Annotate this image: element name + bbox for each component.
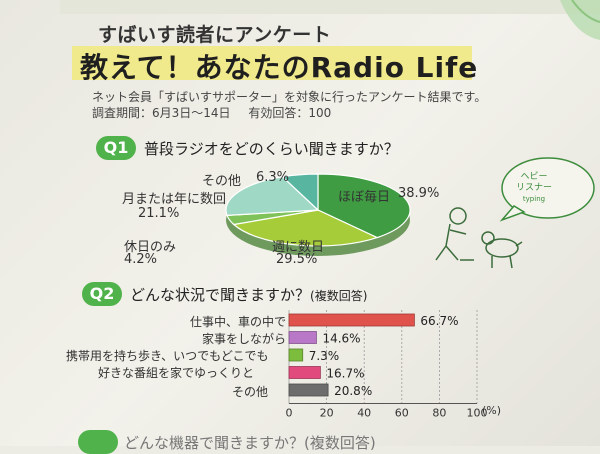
pie-label-holiday: 休日のみ bbox=[124, 240, 177, 255]
pie-label-weekly: 週に数日 bbox=[272, 240, 325, 255]
bar-value-work-car: 66.7% bbox=[420, 314, 458, 328]
survey-responses: 有効回答：100 bbox=[248, 106, 332, 120]
survey-info: 調査期間：6月3日〜14日 有効回答：100 bbox=[92, 104, 345, 121]
pie-label-other: その他 bbox=[202, 174, 242, 189]
bar-tick-label: 20 bbox=[320, 407, 334, 420]
bar-other bbox=[288, 383, 329, 397]
bar-label-work-car: 仕事中、車の中で bbox=[190, 315, 287, 329]
pie-label-daily: ほぼ毎日 bbox=[338, 190, 391, 205]
bar-tick-label: 0 bbox=[286, 407, 293, 420]
bar-axis-unit: (%) bbox=[482, 404, 502, 417]
survey-period: 調査期間：6月3日〜14日 bbox=[92, 106, 231, 120]
pie-slice-daily bbox=[317, 173, 411, 239]
bar-label-housework: 家事をしながら bbox=[202, 332, 287, 346]
bubble-line-1: ヘビー bbox=[520, 172, 548, 182]
bar-value-favorite-home: 16.7% bbox=[326, 367, 364, 381]
decor-leaf-icon bbox=[560, 0, 600, 40]
bar-ticks: 0 20 40 60 80 100 bbox=[286, 407, 488, 420]
q2-note: (複数回答) bbox=[310, 289, 368, 303]
pie-value-holiday: 4.2% bbox=[124, 252, 158, 267]
kicker-title: すばいす読者にアンケート bbox=[98, 24, 332, 46]
bar-tick-label: 80 bbox=[432, 407, 446, 420]
bar-marks: 66.7% 14.6% 7.3% 16.7% 20.8% bbox=[288, 313, 459, 398]
pie-slice-monthly bbox=[225, 176, 320, 217]
bar-tick-label: 40 bbox=[357, 407, 371, 420]
q2-question: どんな状況で聞きますか？(複数回答) bbox=[130, 284, 367, 305]
top-band bbox=[60, 0, 600, 14]
headline-highlight bbox=[72, 46, 472, 80]
q2-question-text: どんな状況で聞きますか？ bbox=[130, 286, 311, 304]
bar-tick-label: 60 bbox=[395, 407, 409, 420]
bar-tick-label: 100 bbox=[467, 407, 488, 420]
pie-top bbox=[225, 173, 411, 247]
pie-value-other: 6.3% bbox=[256, 170, 290, 185]
bar-label-favorite-home: 好きな番組を家でゆっくりと bbox=[98, 366, 255, 380]
pie-slice-other bbox=[281, 173, 319, 212]
pie-slice-weekly bbox=[232, 209, 379, 247]
pie-label-monthly: 月または年に数回 bbox=[122, 192, 227, 207]
q1-badge: Q1 bbox=[96, 136, 136, 160]
q3-badge bbox=[78, 430, 118, 454]
pie-value-monthly: 21.1% bbox=[138, 206, 180, 221]
bar-housework bbox=[288, 331, 317, 344]
bar-value-other: 20.8% bbox=[334, 384, 372, 398]
bar-value-portable: 7.3% bbox=[309, 349, 340, 363]
pie-value-weekly: 29.5% bbox=[276, 252, 318, 267]
q3-question-partial: どんな機器で聞きますか？(複数回答) bbox=[124, 434, 376, 452]
bar-favorite-home bbox=[288, 366, 321, 379]
headline: 教えて！あなたのRadio Life bbox=[80, 51, 479, 84]
bar-label-other: その他 bbox=[232, 385, 269, 399]
pie-value-daily: 38.9% bbox=[398, 186, 440, 201]
bar-label-portable: 携帯用を持ち歩き、いつでもどこでも bbox=[66, 349, 269, 363]
bubble-line-2: リスナー bbox=[516, 183, 553, 193]
subtitle: ネット会員「すばいすサポーター」を対象に行ったアンケート結果です。 bbox=[92, 90, 487, 104]
q2-badge: Q2 bbox=[82, 282, 122, 306]
bar-work-car bbox=[288, 313, 415, 327]
bubble-line-3: typing bbox=[522, 195, 546, 203]
bar-value-housework: 14.6% bbox=[322, 332, 360, 346]
speech-bubble: ヘビー リスナー typing bbox=[516, 172, 552, 205]
listener-illustration bbox=[435, 157, 595, 269]
q1-question: 普段ラジオをどのくらい聞きますか？ bbox=[144, 140, 399, 158]
bar-portable bbox=[288, 348, 304, 362]
